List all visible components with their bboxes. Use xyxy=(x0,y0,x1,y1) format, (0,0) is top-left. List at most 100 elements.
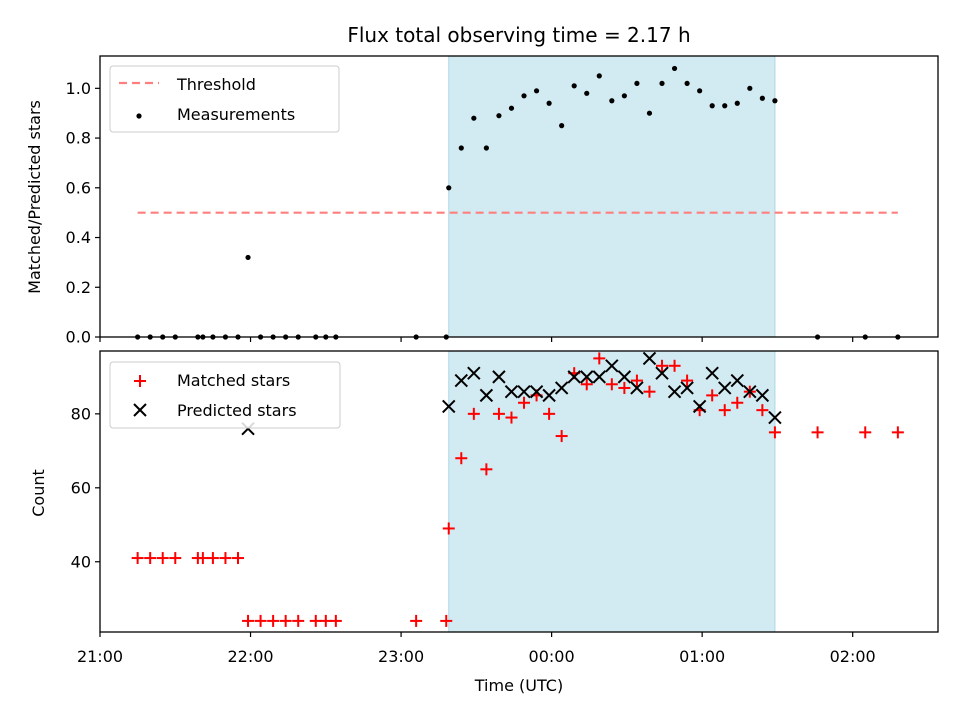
predicted-star-stroke-b xyxy=(630,381,644,395)
predicted-star-stroke-b xyxy=(768,410,782,425)
top-plot-frame xyxy=(99,55,939,338)
predicted-star-stroke-b xyxy=(755,388,770,403)
matched-star-point xyxy=(131,552,144,565)
measurement-point xyxy=(559,123,565,129)
measurement-point xyxy=(646,110,653,116)
bottom-legend-box xyxy=(109,361,341,429)
x-tick-label: 23:00 xyxy=(378,647,424,666)
predicted-star-stroke-b xyxy=(642,351,657,366)
measurement-point xyxy=(671,65,678,72)
predicted-star-stroke-b xyxy=(680,381,694,395)
predicted-star-stroke-b xyxy=(479,388,494,403)
matched-star-point xyxy=(267,614,280,627)
measurement-point xyxy=(508,105,515,111)
matched-star-point xyxy=(656,359,669,372)
measurements-legend-marker xyxy=(136,113,142,119)
measurement-point xyxy=(659,80,665,86)
predicted-star-point xyxy=(642,351,657,366)
predicted-star-stroke-b xyxy=(529,384,544,399)
matched-star-point xyxy=(156,552,169,565)
measurement-point xyxy=(709,103,715,109)
measurement-point xyxy=(722,103,728,109)
measurement-point xyxy=(245,254,251,261)
x-tick-label: 01:00 xyxy=(679,647,725,666)
predicted-star-stroke-b xyxy=(554,381,569,395)
bottom-y-axis-label: Count xyxy=(29,469,48,517)
predicted-star-stroke-b xyxy=(492,370,506,384)
predicted-star-point xyxy=(580,370,594,384)
top-y-tick-label: 0.6 xyxy=(66,178,91,197)
matched-star-point xyxy=(492,407,505,420)
matched-star-point xyxy=(440,614,453,627)
predicted-star-stroke-b xyxy=(743,384,757,399)
matched-star-point xyxy=(756,404,769,417)
predicted-star-stroke-b xyxy=(592,370,606,384)
matched-star-point xyxy=(630,374,643,387)
top-legend-box xyxy=(109,65,340,133)
predicted-star-stroke-b xyxy=(567,370,581,384)
measurement-point xyxy=(759,95,765,101)
matched-star-point xyxy=(442,522,455,535)
measurement-point xyxy=(684,80,690,86)
predicted-star-point xyxy=(755,388,770,403)
measurement-point xyxy=(634,80,640,86)
predicted-star-stroke-b xyxy=(454,373,469,388)
matched-star-point xyxy=(768,426,781,439)
measurement-point xyxy=(609,98,615,104)
top-y-tick-label: 0.0 xyxy=(66,328,91,347)
predicted-star-point xyxy=(705,366,719,380)
matched-star-point xyxy=(410,614,423,627)
matched-star-point xyxy=(292,614,305,627)
matched-star-point xyxy=(254,614,267,627)
matched-star-point xyxy=(681,374,694,387)
measurement-point xyxy=(621,93,627,99)
legend-measurements-label: Measurements xyxy=(177,105,295,124)
matched-star-point xyxy=(480,463,493,476)
bottom-y-tick-label: 40 xyxy=(71,552,91,571)
matched-star-point xyxy=(731,396,744,409)
predicted-star-stroke-b xyxy=(517,384,531,399)
top-y-tick-label: 0.8 xyxy=(66,129,91,148)
matched-star-point xyxy=(580,378,593,391)
matched-star-point xyxy=(555,430,568,443)
matched-star-point xyxy=(718,404,731,417)
measurement-point xyxy=(458,145,464,151)
predicted-star-stroke-b xyxy=(692,399,707,414)
predicted-star-stroke-b xyxy=(504,384,519,399)
predicted-star-stroke-b xyxy=(617,370,632,384)
bottom-plot-frame xyxy=(99,350,939,633)
predicted-star-point xyxy=(517,384,531,399)
matched-star-point xyxy=(668,359,681,372)
predicted-star-stroke-b xyxy=(580,370,594,384)
predicted-star-stroke-b xyxy=(655,366,669,380)
star-count-panel: Count Time (UTC) 21:00 22:00 23:00 00:00 01:… xyxy=(29,350,939,695)
legend-matched-label: Matched stars xyxy=(177,371,290,390)
measurement-point xyxy=(734,100,740,106)
measurement-point xyxy=(546,100,552,106)
bottom-legend: Matched stars Predicted stars xyxy=(109,361,341,429)
predicted-star-point xyxy=(479,388,494,403)
measurement-point xyxy=(747,85,753,91)
predicted-star-point xyxy=(730,373,744,388)
top-legend: Threshold Measurements xyxy=(109,65,340,133)
measurement-point xyxy=(533,88,540,94)
predicted-star-point xyxy=(554,381,569,395)
predicted-star-point xyxy=(567,370,581,384)
predicted-legend-marker xyxy=(133,403,147,417)
x-tick-label: 00:00 xyxy=(529,647,575,666)
matched-star-point xyxy=(593,352,606,365)
measurement-point xyxy=(584,90,590,96)
predicted-star-point xyxy=(592,370,606,384)
x-axis-label: Time (UTC) xyxy=(474,676,563,695)
measurement-point xyxy=(471,115,477,121)
matched-star-point xyxy=(319,614,332,627)
predicted-star-point xyxy=(492,370,506,384)
matched-star-point xyxy=(543,407,556,420)
predicted-star-stroke-b xyxy=(705,366,719,380)
top-y-axis-label: Matched/Predicted stars xyxy=(25,100,44,294)
matched-star-point xyxy=(467,407,480,420)
measurement-point xyxy=(772,98,778,104)
matched-star-point xyxy=(196,552,209,565)
predicted-star-point xyxy=(667,384,682,399)
